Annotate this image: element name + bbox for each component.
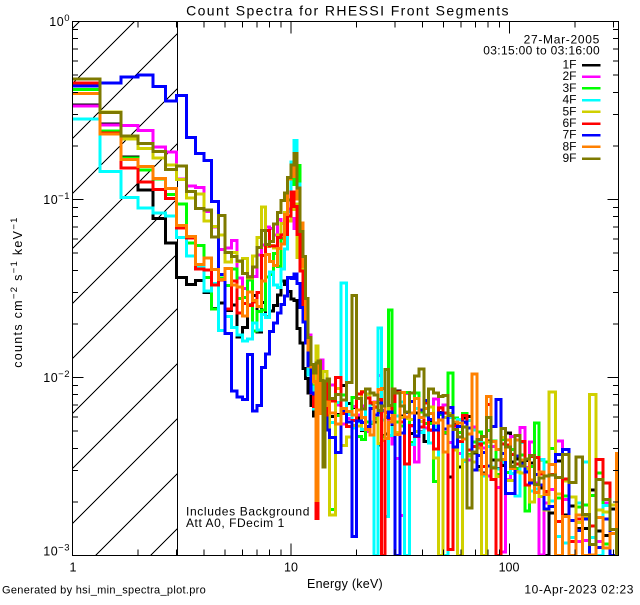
svg-text:counts cm−2 s−1 keV−1: counts cm−2 s−1 keV−1 (9, 216, 25, 368)
svg-text:2F: 2F (562, 69, 576, 83)
svg-text:7F: 7F (562, 128, 576, 142)
svg-text:8F: 8F (562, 139, 576, 153)
svg-text:Count Spectra for RHESSI Front: Count Spectra for RHESSI Front Segments (186, 3, 510, 19)
svg-text:Generated by hsi_min_spectra_p: Generated by hsi_min_spectra_plot.pro (2, 585, 206, 597)
svg-text:1F: 1F (562, 58, 576, 72)
svg-text:10: 10 (284, 561, 298, 575)
svg-text:3F: 3F (562, 81, 576, 95)
svg-text:4F: 4F (562, 93, 576, 107)
svg-text:Includes Background: Includes Background (186, 505, 310, 519)
svg-text:5F: 5F (562, 104, 576, 118)
svg-text:10-Apr-2023 02:23: 10-Apr-2023 02:23 (524, 583, 634, 597)
svg-text:Energy (keV): Energy (keV) (307, 577, 383, 591)
svg-text:Att A0, FDecim 1: Att A0, FDecim 1 (186, 516, 285, 530)
svg-text:6F: 6F (562, 116, 576, 130)
svg-text:100: 100 (499, 561, 520, 575)
svg-text:9F: 9F (562, 151, 576, 165)
svg-text:03:15:00 to 03:16:00: 03:15:00 to 03:16:00 (483, 44, 600, 58)
svg-text:1: 1 (70, 561, 77, 575)
svg-text:27-Mar-2005: 27-Mar-2005 (524, 33, 600, 47)
